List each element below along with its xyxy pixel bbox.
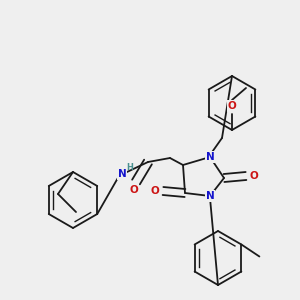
Text: O: O (228, 101, 236, 111)
Text: H: H (127, 164, 134, 172)
Text: N: N (206, 191, 214, 201)
Text: O: O (151, 186, 159, 196)
Text: N: N (206, 152, 214, 162)
Text: O: O (250, 171, 258, 181)
Text: N: N (118, 169, 126, 179)
Text: O: O (130, 185, 138, 195)
